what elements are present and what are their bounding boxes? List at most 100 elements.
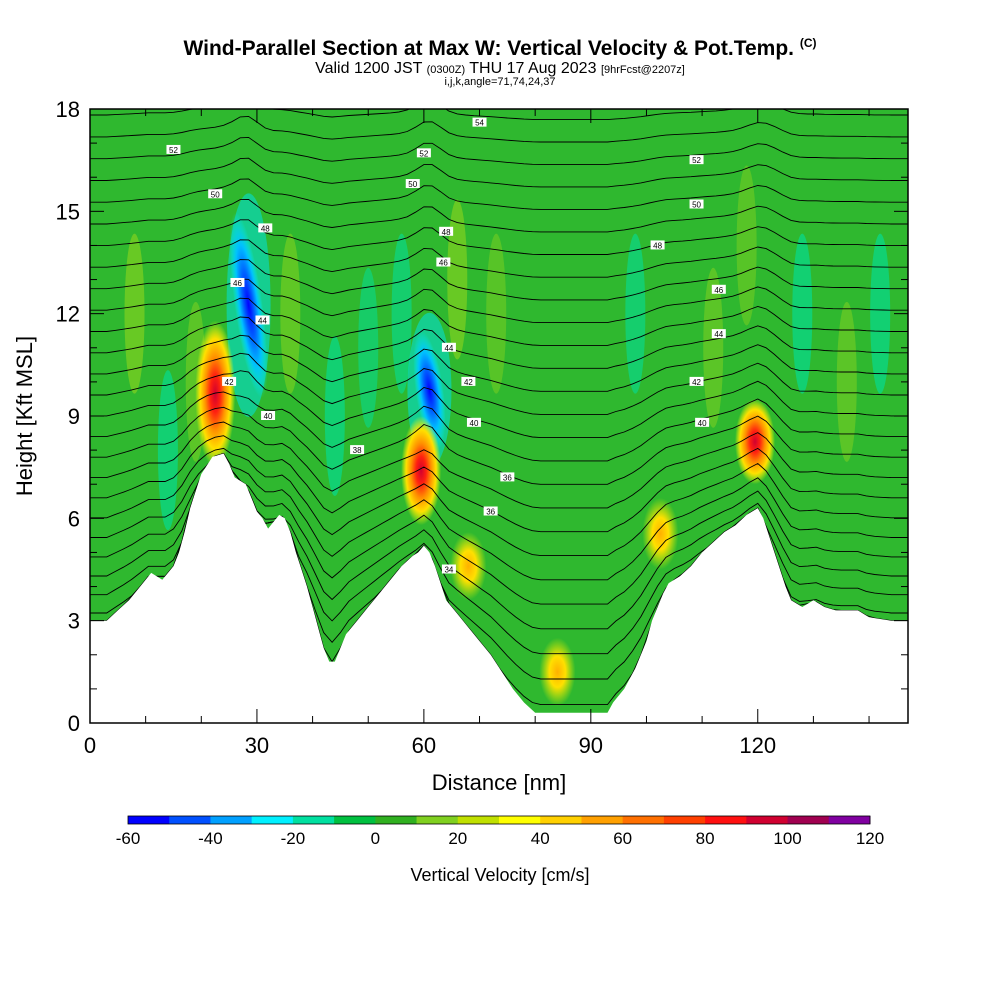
velocity-streak (124, 233, 145, 394)
isentrope-line (90, 219, 908, 255)
colorbar-swatch (828, 816, 871, 824)
isentrope-line (90, 198, 908, 233)
isentrope-label: 48 (442, 228, 451, 237)
x-axis-label: Distance [nm] (432, 770, 567, 795)
isentrope-line (90, 109, 908, 121)
x-tick-label: 90 (579, 733, 603, 758)
isentrope-label: 36 (486, 508, 495, 517)
y-tick-label: 3 (68, 609, 80, 634)
updraft-core (539, 637, 576, 706)
copyright-mark: (C) (799, 36, 817, 50)
isentrope-line (90, 447, 908, 557)
colorbar-swatch (787, 816, 830, 824)
velocity-streak (157, 370, 178, 531)
isentrope-line (90, 297, 908, 346)
colorbar-swatch (169, 816, 211, 824)
colorbar-tick-label: -20 (281, 829, 306, 848)
isentrope-label-box (441, 342, 456, 352)
isentrope-label: 50 (692, 201, 701, 210)
isentrope-label: 46 (233, 279, 242, 288)
colorbar-swatch (540, 816, 582, 824)
y-axis-label: Height [Kft MSL] (12, 336, 37, 496)
colorbar-swatch (251, 816, 294, 824)
isentrope-line (90, 278, 908, 324)
colorbar-swatch (457, 816, 500, 824)
isentrope-label: 40 (470, 419, 479, 428)
isentrope-line (90, 115, 908, 143)
isentrope-label-box (711, 329, 726, 339)
isentrope-line (90, 239, 908, 278)
isentrope-label: 42 (464, 378, 473, 387)
isentrope-label-box (461, 376, 476, 386)
terrain-mask (90, 453, 908, 723)
isentrope-label: 50 (211, 190, 220, 199)
isentrope-label: 36 (503, 473, 512, 482)
chart-subtitle-indices: i,j,k,angle=71,74,24,37 (444, 76, 556, 88)
isentrope-line (90, 391, 908, 462)
velocity-streak (358, 267, 379, 428)
updraft-core (642, 497, 679, 570)
colorbar-label: Vertical Velocity [cm/s] (410, 865, 589, 885)
isentrope-label-box (439, 226, 454, 236)
updraft-core (450, 531, 487, 601)
isentrope-label-box (208, 189, 223, 199)
colorbar-swatch (375, 816, 418, 824)
isentrope-label-box (230, 277, 245, 287)
isentrope-label-box (689, 376, 704, 386)
isentrope-label-box (500, 472, 515, 482)
isentrope-label: 46 (439, 259, 448, 268)
colorbar-swatch (581, 816, 624, 824)
y-tick-label: 18 (56, 97, 80, 122)
colorbar-swatch (416, 816, 459, 824)
isentrope-label-box (472, 117, 487, 127)
isentrope-label-box (255, 315, 270, 325)
isentrope-label-box (405, 179, 420, 189)
downdraft-core (229, 212, 268, 399)
x-tick-label: 60 (412, 733, 436, 758)
velocity-streak (870, 233, 891, 394)
isentrope-label-box (650, 240, 665, 250)
isentrope-label-box (689, 199, 704, 209)
isentrope-label-box (261, 411, 276, 420)
colorbar-frame (127, 815, 871, 825)
y-tick-label: 6 (68, 506, 80, 531)
isentrope-label: 44 (258, 316, 267, 325)
velocity-streak (703, 267, 724, 428)
isentrope-label: 38 (353, 446, 362, 455)
isentrope-label: 52 (169, 146, 178, 155)
colorbar-swatch (746, 816, 789, 824)
isentrope-line (90, 316, 908, 369)
velocity-streak (836, 301, 857, 462)
isentrope-label: 50 (408, 180, 417, 189)
y-tick-label: 15 (56, 199, 80, 224)
isentrope-line (90, 259, 908, 301)
y-tick-label: 12 (56, 302, 80, 327)
isentrope-label: 34 (444, 566, 453, 575)
updraft-core (401, 416, 442, 526)
colorbar-tick-label: -60 (116, 829, 141, 848)
isentrope-label-box (695, 417, 710, 427)
isentrope-label-box (466, 417, 481, 427)
colorbar-swatch (622, 816, 665, 824)
isentrope-label: 48 (653, 241, 662, 250)
colorbar-swatch (334, 816, 376, 824)
velocity-streak (625, 233, 646, 394)
velocity-streak (792, 233, 813, 394)
velocity-streak (447, 199, 468, 360)
isentrope-line (90, 157, 908, 188)
isentrope-label-box (441, 564, 456, 574)
colorbar-swatch (128, 816, 170, 824)
isentrope-line (90, 334, 908, 392)
colorbar-swatch (210, 816, 253, 824)
isentrope-line (90, 370, 908, 439)
isentrope-label: 54 (475, 119, 484, 128)
isentrope-label-box (222, 376, 237, 386)
x-tick-label: 30 (245, 733, 269, 758)
chart-subtitle: Valid 1200 JST (0300Z) THU 17 Aug 2023 [… (315, 60, 685, 77)
colorbar-swatch (663, 816, 706, 824)
colorbar-tick-label: 0 (371, 829, 380, 848)
colorbar-tick-label: 100 (773, 829, 801, 848)
isentrope-label: 48 (261, 224, 270, 233)
isentrope-label: 40 (698, 419, 707, 428)
isentrope-label: 46 (714, 286, 723, 295)
